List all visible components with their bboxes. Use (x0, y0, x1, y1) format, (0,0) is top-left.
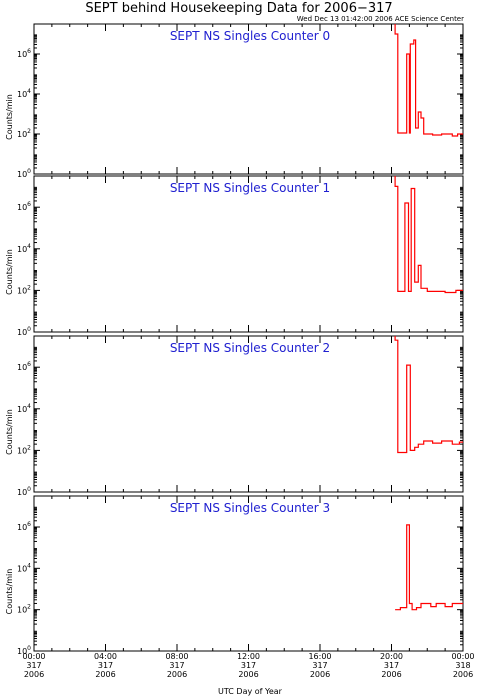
panel-title: SEPT NS Singles Counter 0 (170, 29, 330, 43)
y-tick-label: 100 (17, 645, 31, 656)
x-tick-label: 317 (384, 661, 399, 670)
x-tick-label: 12:00 (237, 652, 260, 661)
x-tick-label: 2006 (453, 670, 473, 679)
x-tick-label: 00:00 (451, 652, 474, 661)
x-tick-label: 20:00 (380, 652, 403, 661)
y-tick-label: 106 (17, 521, 31, 532)
y-tick-label: 102 (17, 604, 31, 615)
y-axis-label: Counts/min (5, 249, 14, 295)
x-tick-label: 2006 (167, 670, 187, 679)
x-tick-label: 317 (241, 661, 256, 670)
data-series-line (394, 24, 463, 137)
y-tick-label: 102 (17, 128, 31, 139)
panel-title: SEPT NS Singles Counter 3 (170, 501, 330, 515)
x-tick-label: 317 (26, 661, 41, 670)
panel-title: SEPT NS Singles Counter 1 (170, 181, 330, 195)
y-axis-label: Counts/min (5, 409, 14, 455)
panel-frame (33, 175, 464, 333)
y-tick-label: 104 (17, 403, 31, 414)
x-tick-label: 08:00 (165, 652, 188, 661)
y-axis-label: Counts/min (5, 94, 14, 140)
x-tick-label: 2006 (310, 670, 330, 679)
data-series-line (394, 336, 463, 454)
x-axis-label: UTC Day of Year (218, 687, 283, 696)
data-series-line (395, 524, 463, 611)
x-tick-label: 04:00 (94, 652, 117, 661)
data-series-line (394, 176, 463, 294)
x-tick-label: 2006 (95, 670, 115, 679)
y-tick-label: 104 (17, 562, 31, 573)
y-tick-label: 102 (17, 444, 31, 455)
x-tick-label: 2006 (238, 670, 258, 679)
y-tick-label: 102 (17, 284, 31, 295)
y-tick-label: 104 (17, 243, 31, 254)
y-tick-label: 100 (17, 168, 31, 179)
y-tick-label: 100 (17, 326, 31, 337)
x-tick-label: 00:00 (22, 652, 45, 661)
x-tick-label: 317 (98, 661, 113, 670)
y-tick-label: 106 (17, 201, 31, 212)
y-tick-label: 106 (17, 48, 31, 59)
y-tick-label: 100 (17, 486, 31, 497)
x-tick-label: 16:00 (308, 652, 331, 661)
y-tick-label: 104 (17, 88, 31, 99)
x-tick-label: 2006 (381, 670, 401, 679)
x-tick-label: 2006 (24, 670, 44, 679)
panel-frame (33, 495, 464, 652)
x-tick-label: 317 (312, 661, 327, 670)
y-tick-label: 106 (17, 361, 31, 372)
panel-frame (33, 23, 464, 175)
panel-frame (33, 335, 464, 493)
x-tick-label: 318 (455, 661, 470, 670)
generation-timestamp: Wed Dec 13 01:42:00 2006 ACE Science Cen… (296, 15, 464, 23)
panel-title: SEPT NS Singles Counter 2 (170, 341, 330, 355)
x-tick-label: 317 (169, 661, 184, 670)
y-axis-label: Counts/min (5, 569, 14, 615)
chart-title: SEPT behind Housekeeping Data for 2006−3… (85, 1, 393, 16)
